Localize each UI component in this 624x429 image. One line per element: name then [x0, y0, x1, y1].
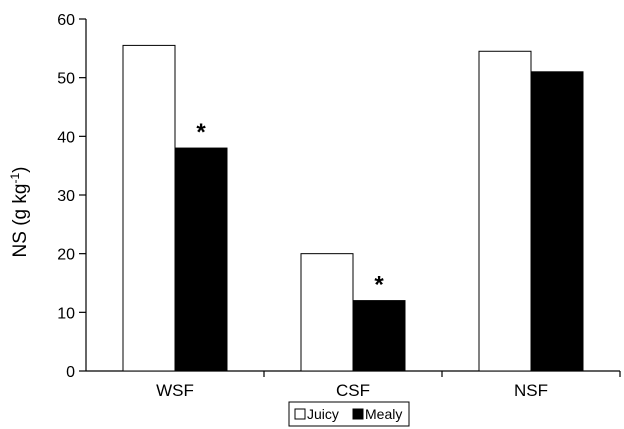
y-tick-label: 20: [57, 247, 75, 264]
y-tick-label: 0: [66, 364, 75, 381]
bars: [122, 44, 584, 372]
legend-label-mealy: Mealy: [365, 406, 402, 422]
annotations: **: [196, 119, 384, 299]
y-tick-label: 40: [57, 129, 75, 146]
bar-wsf-juicy: [122, 44, 176, 372]
bar-csf-juicy: [300, 253, 354, 372]
y-tick-label: 10: [57, 305, 75, 322]
y-axis-title: NS (g kg-1): [8, 167, 31, 258]
legend: Juicy Mealy: [288, 401, 410, 427]
significance-marker: *: [374, 272, 384, 299]
y-tick-label: 50: [57, 71, 75, 88]
x-category-label: WSF: [156, 381, 194, 400]
legend-label-juicy: Juicy: [307, 406, 339, 422]
bar-nsf-juicy: [478, 50, 532, 372]
x-category-label: NSF: [514, 381, 548, 400]
legend-swatch-juicy: [294, 408, 306, 420]
legend-box: [288, 401, 410, 427]
x-category-labels: WSF CSF NSF: [156, 381, 548, 400]
y-tick-label: 60: [57, 12, 75, 29]
y-ticks: 0 10 20 30 40 50 60: [57, 12, 86, 381]
y-axis-title-superscript: -1: [8, 173, 22, 184]
y-axis-title-close: ): [10, 167, 31, 173]
legend-swatch-mealy: [352, 408, 364, 420]
significance-marker: *: [196, 119, 206, 146]
x-category-label: CSF: [336, 381, 370, 400]
bar-csf-mealy: [352, 300, 406, 372]
bar-nsf-mealy: [530, 71, 584, 372]
bar-wsf-mealy: [174, 147, 228, 372]
y-tick-label: 30: [57, 188, 75, 205]
